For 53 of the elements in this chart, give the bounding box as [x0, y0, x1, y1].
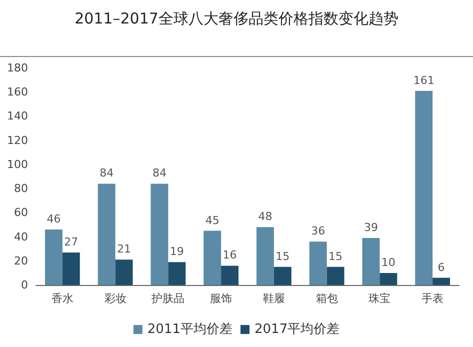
data-label: 16: [222, 248, 237, 262]
x-tick-label: 手表: [422, 292, 444, 305]
bar: [115, 260, 133, 285]
data-label: 84: [152, 166, 166, 180]
bar: [309, 242, 327, 285]
x-tick-label: 香水: [51, 292, 74, 305]
y-tick-label: 80: [14, 182, 28, 196]
bar: [44, 230, 62, 285]
y-tick-label: 40: [14, 230, 28, 244]
bar: [362, 238, 380, 285]
bar: [168, 262, 186, 285]
data-label: 27: [64, 235, 78, 248]
x-tick-label: 珠宝: [368, 292, 391, 305]
data-label: 84: [100, 166, 114, 180]
y-tick-label: 160: [7, 86, 28, 99]
data-label: 15: [276, 250, 290, 263]
x-tick-label: 彩妆: [104, 292, 126, 305]
data-label: 21: [117, 242, 132, 256]
bar: [150, 184, 168, 285]
data-label: 48: [258, 210, 272, 224]
bar: [204, 230, 222, 285]
data-label: 15: [328, 250, 343, 263]
y-tick-label: 100: [7, 158, 28, 171]
y-tick-label: 60: [14, 206, 28, 220]
x-tick-label: 箱包: [316, 292, 338, 305]
y-tick-label: 180: [7, 62, 28, 74]
y-tick-label: 20: [14, 254, 28, 268]
bar: [256, 227, 274, 285]
bar: [98, 184, 116, 285]
bar: [62, 252, 80, 285]
data-label: 45: [205, 214, 220, 227]
bar: [415, 90, 433, 285]
legend-label: 2017平均价差: [254, 322, 340, 337]
y-tick-label: 120: [7, 134, 28, 147]
bar: [432, 278, 450, 285]
bar: [380, 272, 398, 285]
bar: [221, 266, 239, 285]
bar: [274, 266, 292, 285]
y-tick-label: 0: [21, 278, 28, 292]
data-label: 36: [311, 224, 326, 238]
legend-label: 2011平均价差: [147, 322, 233, 337]
data-label: 39: [364, 220, 378, 234]
bar: [326, 266, 344, 285]
y-tick-label: 140: [7, 110, 28, 123]
data-label: 19: [170, 245, 184, 258]
data-label: 10: [381, 256, 396, 269]
chart-title: 2011–2017全球八大奢侈品类价格指数变化趋势: [74, 10, 398, 28]
x-tick-label: 护肤品: [150, 292, 185, 305]
data-label: 6: [438, 260, 445, 274]
data-label: 46: [46, 212, 61, 226]
data-label: 161: [413, 74, 434, 87]
x-tick-label: 服饰: [210, 292, 232, 305]
x-tick-label: 鞋履: [262, 292, 285, 305]
